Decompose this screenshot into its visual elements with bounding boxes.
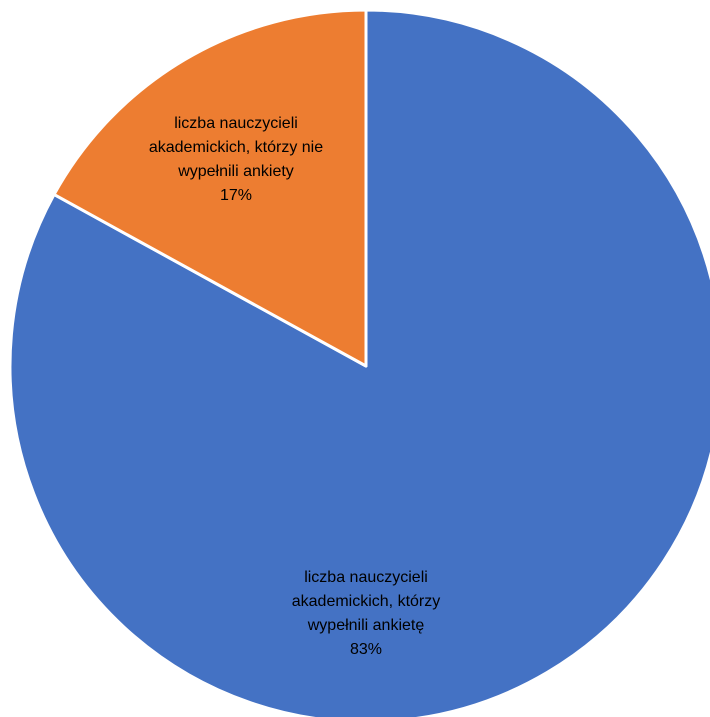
data-label-line: akademickich, którzy bbox=[292, 593, 441, 610]
pie-slice-2 bbox=[52, 8, 368, 368]
data-label-percent: 83% bbox=[350, 641, 382, 658]
data-label-line: akademickich, którzy nie bbox=[149, 139, 323, 156]
data-label-line: wypełnili ankiety bbox=[177, 163, 294, 180]
data-label-2: liczba nauczycieli akademickich, którzy n… bbox=[149, 115, 323, 204]
data-label-line: liczba nauczycieli bbox=[174, 115, 298, 132]
data-label-line: liczba nauczycieli bbox=[304, 569, 428, 586]
data-label-1: liczba nauczycieli akademickich, którzy wy… bbox=[292, 569, 441, 658]
data-label-line: wypełnili ankietę bbox=[307, 617, 425, 634]
data-label-percent: 17% bbox=[220, 187, 252, 204]
pie-data-labels: liczba nauczycieli akademickich, którzy wy… bbox=[149, 115, 440, 658]
pie-slices bbox=[8, 8, 710, 717]
